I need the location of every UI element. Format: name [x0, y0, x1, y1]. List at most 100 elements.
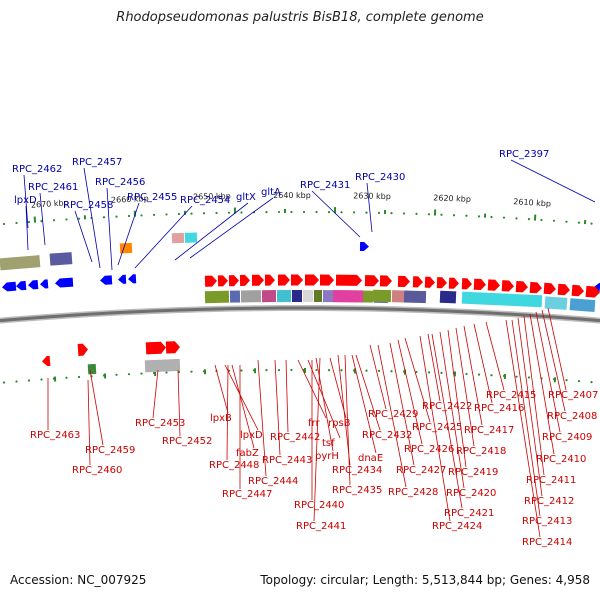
forward-gene-arrow: [251, 274, 264, 286]
gene-label: lpxD: [14, 195, 37, 206]
leader-line: [231, 364, 255, 449]
leader-line: [285, 359, 289, 433]
kbp-tick-mark: [433, 209, 437, 216]
guide-dot: [190, 212, 193, 215]
guide-dot: [377, 211, 381, 214]
gene-label: RPC_2453: [135, 418, 185, 429]
guide-dot: [15, 221, 18, 225]
tick-mark: [53, 376, 57, 382]
forward-gene-arrow: [77, 343, 88, 356]
gene-label: lpxB: [210, 413, 232, 424]
forward-gene-arrow: [304, 274, 319, 286]
leader-line: [404, 337, 431, 423]
leader-line: [529, 313, 555, 455]
gene-label: RPC_2432: [362, 430, 412, 441]
gene-label: pyrH: [315, 451, 339, 462]
guide-dot: [527, 376, 531, 379]
guide-dot: [115, 215, 118, 218]
reverse-gene-arrow: [40, 279, 49, 289]
guide-dot: [65, 376, 68, 379]
backbone-line: [0, 306, 600, 323]
forward-gene-arrow: [436, 277, 447, 289]
leader-line: [517, 317, 543, 497]
forward-gene-arrow: [448, 277, 459, 289]
reverse-gene-arrow: [28, 280, 39, 290]
leader-line: [74, 210, 93, 263]
leader-line: [23, 174, 29, 229]
leader-line: [547, 307, 567, 391]
leader-line: [311, 190, 361, 238]
reverse-gene-arrow: [16, 280, 27, 291]
gene-label: RPC_2459: [85, 445, 135, 456]
leader-line: [377, 344, 407, 488]
guide-dot: [490, 215, 493, 219]
guide-dot: [115, 373, 118, 376]
labels: 2670 kbp 2660 kbp 2650 kbp 2640 kbp 2630 kbp…: [12, 149, 598, 548]
forward-gene-arrow: [264, 274, 275, 286]
guide-dot: [240, 369, 243, 372]
reverse-gene-arrow: [55, 277, 74, 288]
leader-line: [117, 202, 140, 266]
guide-dot: [352, 211, 356, 214]
guide-dot: [227, 211, 231, 214]
function-category-bar: [372, 289, 392, 303]
leader-line: [226, 364, 229, 461]
leader-line: [134, 205, 193, 269]
gene-label: RPC_2435: [332, 485, 382, 496]
forward-gene-arrow: [557, 283, 570, 296]
guide-dot: [265, 369, 268, 372]
gene-label: RPC_2419: [448, 467, 498, 478]
leader-line: [369, 344, 387, 410]
function-category-bar: [184, 232, 198, 243]
guide-dot: [65, 218, 68, 221]
gene-label: RPC_2414: [522, 537, 572, 548]
function-category-bar: [461, 291, 543, 308]
guide-dot: [140, 214, 143, 217]
reverse-gene-arrow: [100, 275, 113, 285]
kbp-tick-mark: [233, 207, 237, 214]
guide-dot: [127, 373, 131, 376]
guide-dot: [177, 212, 181, 216]
guide-dot: [52, 219, 56, 222]
forward-gene-arrow: [585, 285, 600, 298]
leader-line: [152, 369, 159, 419]
guide-dot: [302, 210, 306, 214]
gene-label: RPC_2455: [127, 192, 177, 203]
guide-dot: [465, 214, 468, 217]
leader-line: [177, 369, 181, 437]
guide-dot: [340, 211, 343, 214]
guide-dot: [190, 370, 193, 373]
gene-label: RPC_2427: [396, 465, 446, 476]
function-category-bar: [332, 290, 364, 303]
guide-dot: [327, 211, 331, 214]
leader-line: [89, 369, 104, 446]
guide-dot: [390, 370, 393, 373]
function-category-bar: [291, 289, 303, 303]
reverse-gene-arrow: [594, 282, 600, 292]
guide-dot: [365, 211, 368, 214]
leader-line: [389, 342, 415, 466]
forward-gene-arrow: [501, 280, 514, 292]
leader-line: [214, 364, 229, 414]
guide-dot: [365, 369, 368, 372]
function-category-bar: [276, 289, 292, 303]
leader-line: [224, 364, 259, 431]
guide-dot: [315, 368, 318, 372]
kbp-label: 2610 kbp: [513, 197, 551, 208]
gene-label: RPC_2412: [524, 496, 574, 507]
guide-dot: [290, 368, 293, 372]
tick-mark: [253, 368, 257, 374]
forward-gene-arrow: [461, 278, 472, 290]
forward-gene-arrow: [529, 281, 542, 294]
forward-gene-arrow: [473, 278, 486, 291]
function-category-bar: [49, 252, 73, 266]
function-category-bar: [144, 358, 181, 373]
leader-line: [329, 357, 347, 419]
genome-summary-text: Topology: circular; Length: 5,513,844 bp…: [260, 573, 590, 587]
guide-dot: [452, 214, 456, 217]
gene-label: RPC_2460: [72, 465, 122, 476]
kbp-tick-mark: [33, 216, 37, 223]
gene-label: RPC_2452: [162, 436, 212, 447]
gene-label: RPC_2441: [296, 521, 346, 532]
gene-label: RPC_2444: [248, 476, 298, 487]
